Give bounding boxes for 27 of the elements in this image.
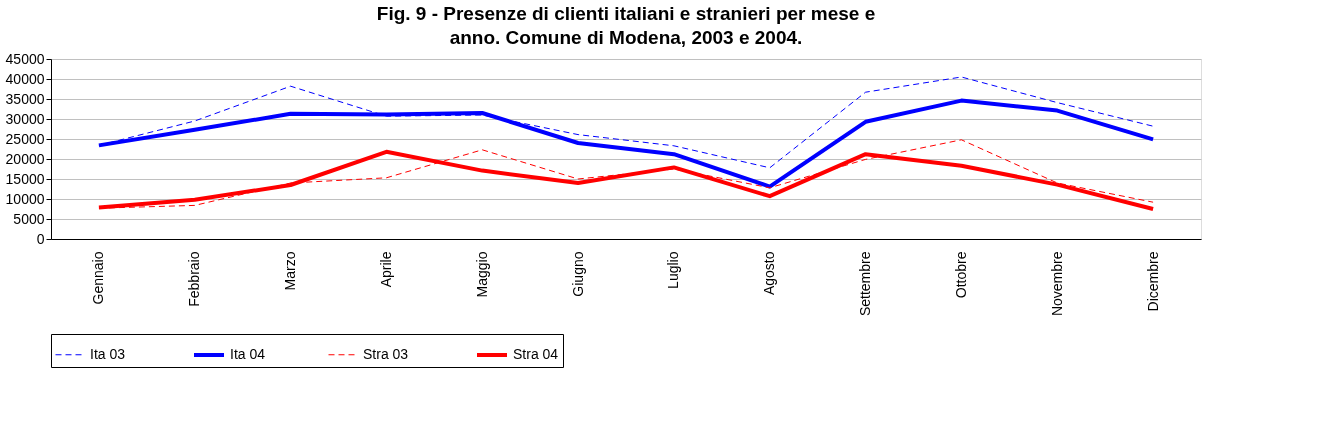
y-tick-label: 0 xyxy=(36,230,45,247)
legend-label: Stra 03 xyxy=(363,345,409,362)
x-tick-label: Aprile xyxy=(377,251,394,288)
y-tick-label: 15000 xyxy=(5,170,45,187)
x-tick-label: Dicembre xyxy=(1144,251,1161,312)
legend-label: Stra 04 xyxy=(513,346,559,362)
legend-label: Ita 04 xyxy=(230,346,266,362)
x-tick-label: Settembre xyxy=(857,251,874,317)
x-tick-label: Maggio xyxy=(473,251,490,298)
y-tick-label: 35000 xyxy=(5,90,45,107)
x-tick-label: Luglio xyxy=(665,251,682,289)
y-tick-label: 5000 xyxy=(13,210,45,227)
x-tick-label: Agosto xyxy=(761,251,778,296)
x-tick-label: Febbraio xyxy=(186,251,203,307)
x-tick-label: Novembre xyxy=(1048,251,1065,317)
x-tick-label: Giugno xyxy=(569,251,586,297)
x-tick-label: Marzo xyxy=(282,251,299,291)
y-tick-label: 40000 xyxy=(5,70,45,87)
x-tick-label: Gennaio xyxy=(90,251,107,305)
y-tick-label: 10000 xyxy=(5,190,45,207)
x-tick-label: Ottobre xyxy=(952,251,969,299)
y-tick-label: 45000 xyxy=(5,50,45,67)
chart-title: Fig. 9 - Presenze di clienti italiani e stranieri per mese e anno. Comune di Modena, 2003 e 2004. xyxy=(376,3,876,48)
y-tick-label: 30000 xyxy=(5,110,45,127)
legend-label: Ita 03 xyxy=(90,345,126,362)
y-tick-label: 20000 xyxy=(5,150,45,167)
y-tick-label: 25000 xyxy=(5,130,45,147)
